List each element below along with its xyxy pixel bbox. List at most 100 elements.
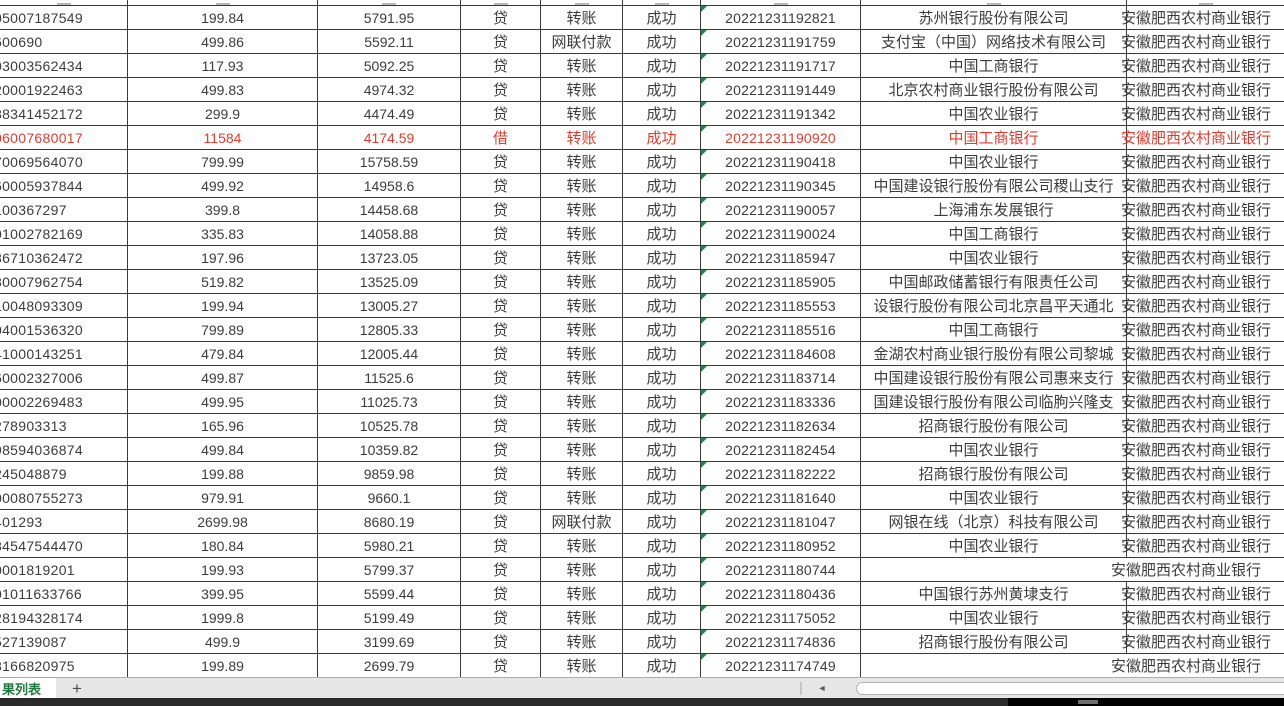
balance-cell[interactable]: 14058.88: [318, 222, 461, 245]
method-cell[interactable]: 转账: [541, 150, 623, 173]
dc-cell[interactable]: 贷: [461, 222, 541, 245]
balance-cell[interactable]: 8680.19: [318, 510, 461, 533]
time-cell[interactable]: 20221231181047: [701, 510, 861, 533]
method-cell[interactable]: 网联付款: [541, 510, 623, 533]
balance-cell[interactable]: 5980.21: [318, 534, 461, 557]
branch-cell[interactable]: 安徽肥西农村商业银行: [1121, 390, 1284, 413]
dc-cell[interactable]: 贷: [461, 102, 541, 125]
method-cell[interactable]: 转账: [541, 342, 623, 365]
bank-cell[interactable]: 中国工商银行: [861, 318, 1127, 341]
bank-cell[interactable]: 中国建设银行股份有限公司惠来支行: [861, 366, 1127, 389]
dc-cell[interactable]: 贷: [461, 534, 541, 557]
dc-cell[interactable]: 贷: [461, 150, 541, 173]
dc-cell[interactable]: 贷: [461, 510, 541, 533]
time-cell[interactable]: 20221231182454: [701, 438, 861, 461]
status-cell[interactable]: 成功: [623, 534, 701, 557]
account-cell[interactable]: 06007680017: [0, 126, 128, 149]
amount-cell[interactable]: 199.84: [128, 6, 318, 29]
dc-cell[interactable]: 贷: [461, 174, 541, 197]
account-cell[interactable]: 600690: [0, 30, 128, 53]
branch-cell[interactable]: 安徽肥西农村商业银行: [1121, 438, 1284, 461]
account-cell[interactable]: 100367297: [0, 198, 128, 221]
amount-cell[interactable]: 499.86: [128, 30, 318, 53]
status-cell[interactable]: 成功: [623, 462, 701, 485]
amount-cell[interactable]: 165.96: [128, 414, 318, 437]
branch-cell[interactable]: 安徽肥西农村商业银行: [1121, 246, 1284, 269]
amount-cell[interactable]: 299.9: [128, 102, 318, 125]
amount-cell[interactable]: 499.84: [128, 438, 318, 461]
balance-cell[interactable]: 4474.49: [318, 102, 461, 125]
amount-cell[interactable]: 2699.98: [128, 510, 318, 533]
branch-cell[interactable]: 安徽肥西农村商业银行: [1121, 78, 1284, 101]
bank-cell[interactable]: 中国农业银行: [861, 534, 1127, 557]
branch-cell[interactable]: 安徽肥西农村商业银行: [1121, 462, 1284, 485]
account-cell[interactable]: 60002327006: [0, 366, 128, 389]
method-cell[interactable]: 转账: [541, 78, 623, 101]
bank-cell[interactable]: 苏州银行股份有限公司: [861, 6, 1127, 29]
balance-cell[interactable]: 5592.11: [318, 30, 461, 53]
dc-cell[interactable]: 贷: [461, 438, 541, 461]
time-cell[interactable]: 20221231191759: [701, 30, 861, 53]
method-cell[interactable]: 转账: [541, 486, 623, 509]
status-cell[interactable]: 成功: [623, 270, 701, 293]
amount-cell[interactable]: 499.87: [128, 366, 318, 389]
status-cell[interactable]: 成功: [623, 150, 701, 173]
status-cell[interactable]: 成功: [623, 654, 701, 677]
balance-cell[interactable]: 14458.68: [318, 198, 461, 221]
balance-cell[interactable]: 13005.27: [318, 294, 461, 317]
amount-cell[interactable]: 399.8: [128, 198, 318, 221]
account-cell[interactable]: 05007187549: [0, 6, 128, 29]
account-cell[interactable]: 01002782169: [0, 222, 128, 245]
balance-cell[interactable]: 4174.59: [318, 126, 461, 149]
dc-cell[interactable]: 贷: [461, 366, 541, 389]
balance-cell[interactable]: 5791.95: [318, 6, 461, 29]
status-cell[interactable]: 成功: [623, 246, 701, 269]
dc-cell[interactable]: 贷: [461, 414, 541, 437]
balance-cell[interactable]: 15758.59: [318, 150, 461, 173]
balance-cell[interactable]: 5599.44: [318, 582, 461, 605]
status-cell[interactable]: 成功: [623, 126, 701, 149]
bank-cell[interactable]: 中国农业银行: [861, 606, 1127, 629]
account-cell[interactable]: 60005937844: [0, 174, 128, 197]
status-cell[interactable]: 成功: [623, 78, 701, 101]
amount-cell[interactable]: 519.82: [128, 270, 318, 293]
method-cell[interactable]: 转账: [541, 606, 623, 629]
method-cell[interactable]: 转账: [541, 246, 623, 269]
status-cell[interactable]: 成功: [623, 606, 701, 629]
dc-cell[interactable]: 贷: [461, 78, 541, 101]
amount-cell[interactable]: 199.88: [128, 462, 318, 485]
branch-cell[interactable]: 安徽肥西农村商业银行: [1121, 126, 1284, 149]
time-cell[interactable]: 20221231185947: [701, 246, 861, 269]
time-cell[interactable]: 20221231180436: [701, 582, 861, 605]
method-cell[interactable]: 转账: [541, 414, 623, 437]
dc-cell[interactable]: 贷: [461, 54, 541, 77]
amount-cell[interactable]: 799.89: [128, 318, 318, 341]
account-cell[interactable]: 527139087: [0, 630, 128, 653]
time-cell[interactable]: 20221231183714: [701, 366, 861, 389]
bank-cell[interactable]: 中国农业银行: [861, 246, 1127, 269]
amount-cell[interactable]: 199.89: [128, 654, 318, 677]
amount-cell[interactable]: 197.96: [128, 246, 318, 269]
bank-cell[interactable]: 中国工商银行: [861, 222, 1127, 245]
time-cell[interactable]: 20221231180744: [701, 558, 861, 581]
method-cell[interactable]: 转账: [541, 654, 623, 677]
branch-cell[interactable]: 安徽肥西农村商业银行: [1121, 318, 1284, 341]
branch-cell[interactable]: 安徽肥西农村商业银行: [1111, 558, 1284, 581]
method-cell[interactable]: 转账: [541, 438, 623, 461]
account-cell[interactable]: 00002269483: [0, 390, 128, 413]
dc-cell[interactable]: 借: [461, 126, 541, 149]
balance-cell[interactable]: 14958.6: [318, 174, 461, 197]
amount-cell[interactable]: 799.99: [128, 150, 318, 173]
time-cell[interactable]: 20221231180952: [701, 534, 861, 557]
time-cell[interactable]: 20221231192821: [701, 6, 861, 29]
dc-cell[interactable]: 贷: [461, 462, 541, 485]
amount-cell[interactable]: 499.9: [128, 630, 318, 653]
balance-cell[interactable]: 5092.25: [318, 54, 461, 77]
dc-cell[interactable]: 贷: [461, 30, 541, 53]
balance-cell[interactable]: 10525.78: [318, 414, 461, 437]
balance-cell[interactable]: 11025.73: [318, 390, 461, 413]
status-cell[interactable]: 成功: [623, 390, 701, 413]
account-cell[interactable]: 88341452172: [0, 102, 128, 125]
branch-cell[interactable]: 安徽肥西农村商业银行: [1111, 654, 1284, 677]
method-cell[interactable]: 转账: [541, 54, 623, 77]
